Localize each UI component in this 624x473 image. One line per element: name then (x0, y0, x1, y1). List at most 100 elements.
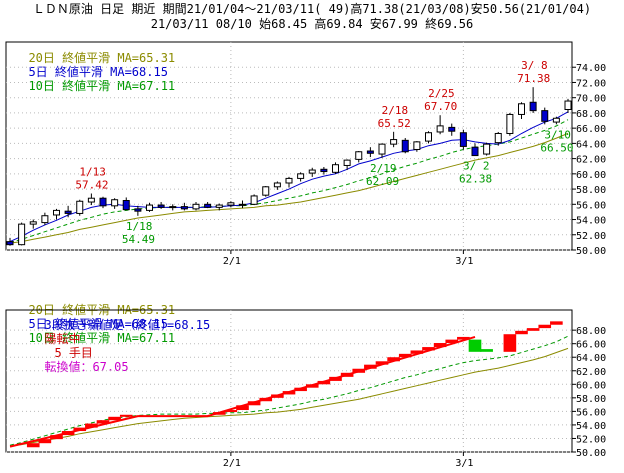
annotation-value: 62.38 (459, 173, 492, 186)
y-tick-label: 50.00 (576, 246, 606, 257)
three-line-brick (480, 349, 493, 352)
candle-body (308, 169, 316, 174)
three-line-brick (526, 328, 540, 331)
three-line-brick (224, 410, 238, 413)
candle-body (506, 113, 514, 134)
legend-ma10: 10日 終値平滑 MA=67.11 (28, 331, 176, 345)
candle-body (401, 139, 409, 153)
candle-body (343, 159, 351, 166)
three-line-brick (352, 368, 366, 373)
three-line-brick (375, 361, 389, 365)
candle-body (564, 100, 572, 110)
y-tick-label: 56.00 (576, 407, 606, 418)
ma20-line (9, 132, 569, 244)
y-tick-label: 68.00 (576, 326, 606, 337)
y-tick-label: 60.00 (576, 380, 606, 391)
y-tick-label: 52.00 (576, 231, 606, 242)
candle-body (53, 209, 60, 216)
plot-frame (5, 309, 573, 453)
y-tick-label: 64.00 (576, 139, 606, 150)
y-tick-label: 58.00 (576, 185, 606, 196)
annotation-date: 3/10 (544, 128, 571, 141)
three-line-brick (433, 343, 447, 348)
three-line-brick (515, 330, 528, 335)
candle-body (552, 117, 560, 123)
y-tick-label: 74.00 (576, 63, 606, 74)
three-line-panel (5, 309, 576, 456)
annotation-date: 2/18 (382, 104, 409, 117)
chart-title: ＬＤＮ原油 日足 期近 期間21/01/04～21/03/11( 49)高71.… (32, 2, 592, 16)
three-line-brick (305, 384, 319, 388)
candle-body (541, 110, 549, 122)
candle-body (250, 195, 258, 205)
candle-body (413, 141, 421, 150)
annotation-value: 57.42 (75, 178, 108, 191)
candle-body (146, 204, 153, 211)
three-line-switch: 転換値：67.05 (44, 360, 129, 374)
candle-body (471, 146, 479, 157)
three-line-brick (538, 324, 552, 329)
y-tick-label: 66.00 (576, 340, 606, 351)
annotation-date: 1/13 (79, 165, 106, 178)
candle-body (64, 210, 72, 214)
candle-body (483, 143, 491, 155)
y-tick-label: 66.00 (576, 124, 606, 135)
y-tick-label: 62.00 (576, 155, 606, 166)
three-line-brick (271, 394, 284, 398)
annotation-value: 62.09 (366, 175, 399, 188)
candle-body (378, 143, 386, 155)
x-tick-label: 2/1 (223, 458, 241, 469)
candle-body (518, 103, 525, 115)
three-line-brick (329, 376, 342, 381)
annotation-date: 3/ 8 (521, 59, 548, 72)
three-line-brick (50, 435, 63, 440)
three-line-brick (61, 431, 75, 436)
bottom-legend: 20日 終値平滑 MA=65.31 5日 終値平滑 MA=68.15 10日 終… (14, 289, 175, 345)
candle-body (29, 221, 37, 225)
ma10-line (9, 335, 569, 446)
candle-body (320, 168, 328, 173)
three-line-brick (96, 420, 110, 424)
annotation-value: 66.50 (540, 141, 573, 154)
candle-body (122, 200, 130, 211)
three-line-brick (108, 416, 121, 421)
three-line-brick (282, 391, 296, 395)
annotation-value: 65.52 (378, 117, 411, 130)
legend-ma20: 20日 終値平滑 MA=65.31 (28, 51, 176, 65)
annotation-date: 2/19 (370, 162, 397, 175)
y-tick-label: 62.00 (576, 367, 606, 378)
candle-body (366, 150, 374, 154)
candle-body (273, 182, 281, 188)
ma20-line (9, 347, 569, 447)
three-line-brick (398, 353, 412, 358)
candle-body (169, 206, 177, 209)
three-line-brick (259, 397, 273, 402)
candle-body (448, 126, 456, 132)
candle-body (99, 197, 107, 207)
annotation-value: 54.49 (122, 233, 155, 246)
y-tick-label: 50.00 (576, 448, 606, 459)
annotation-value: 67.70 (424, 100, 457, 113)
candle-body (355, 151, 363, 160)
y-tick-label: 64.00 (576, 353, 606, 364)
y-tick-label: 58.00 (576, 394, 606, 405)
candle-body (436, 125, 444, 133)
candle-body (180, 206, 188, 210)
three-line-brick (445, 339, 459, 344)
candle-body (41, 215, 49, 224)
annotation-value: 71.38 (517, 72, 550, 85)
plot-frame (5, 41, 573, 251)
three-line-legend: 3段抜き新値足（終値)=68.15 陽転中 5 手目 転換値：67.05 (30, 304, 210, 374)
three-line-brick (119, 414, 133, 417)
candle-body (262, 186, 270, 196)
candle-body (390, 139, 398, 145)
candle-body (18, 223, 26, 246)
three-line-brick (387, 357, 400, 362)
three-line-brick (317, 380, 331, 385)
three-line-brick (85, 423, 98, 428)
three-line-brick (73, 427, 87, 432)
candle-body (111, 199, 119, 207)
candle-body (204, 203, 212, 208)
three-line-brick (212, 412, 226, 415)
